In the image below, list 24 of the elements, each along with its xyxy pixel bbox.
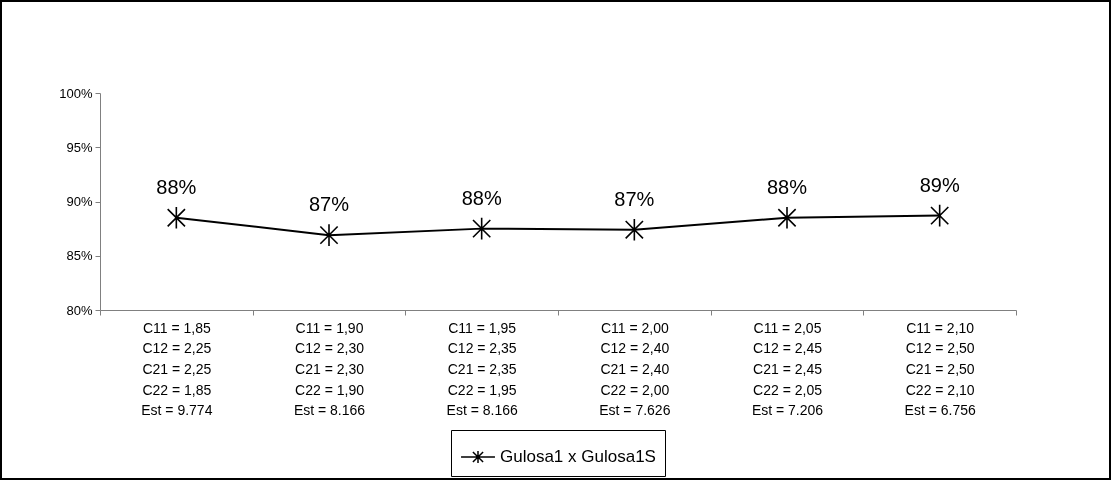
x-tick-label: C11 = 2,00 C12 = 2,40 C21 = 2,40 C22 = 2,00 Est = 7.626	[599, 319, 671, 419]
x-tick-label: C11 = 1,90 C12 = 2,30 C21 = 2,30 C22 = 1,90 Est = 8.166	[293, 319, 366, 419]
x-tick-label: C11 = 1,85 C12 = 2,25 C21 = 2,25 C22 = 1,85 Est = 9.774	[141, 319, 213, 419]
point	[777, 208, 797, 228]
data-label: 87%	[614, 187, 655, 210]
point	[166, 208, 186, 228]
data-label: 87%	[308, 193, 350, 216]
data-label: 88%	[461, 186, 502, 209]
y-tick-label: 85%	[66, 248, 93, 264]
data-label: 89%	[919, 173, 960, 196]
point	[930, 206, 950, 226]
y-tick-label: 95%	[66, 139, 93, 155]
data-label: 88%	[766, 175, 808, 198]
data-label: 88%	[156, 175, 197, 198]
legend-label: Gulosa1 x Gulosa1S	[500, 447, 656, 466]
y-tick-label: 100%	[59, 85, 93, 101]
y-tick-label: 80%	[66, 302, 93, 318]
x-tick-label: C11 = 1,95 C12 = 2,35 C21 = 2,35 C22 = 1,95 Est = 8.166	[446, 319, 518, 419]
point	[319, 225, 339, 245]
y-tick-label: 90%	[66, 194, 93, 209]
point	[624, 220, 644, 240]
x-tick-label: C11 = 2,05 C12 = 2,45 C21 = 2,45 C22 = 2,05 Est = 7.206	[751, 319, 824, 419]
x-tick-label: C11 = 2,10 C12 = 2,50 C21 = 2,50 C22 = 2,10 Est = 6.756	[904, 319, 976, 419]
point	[472, 219, 492, 239]
